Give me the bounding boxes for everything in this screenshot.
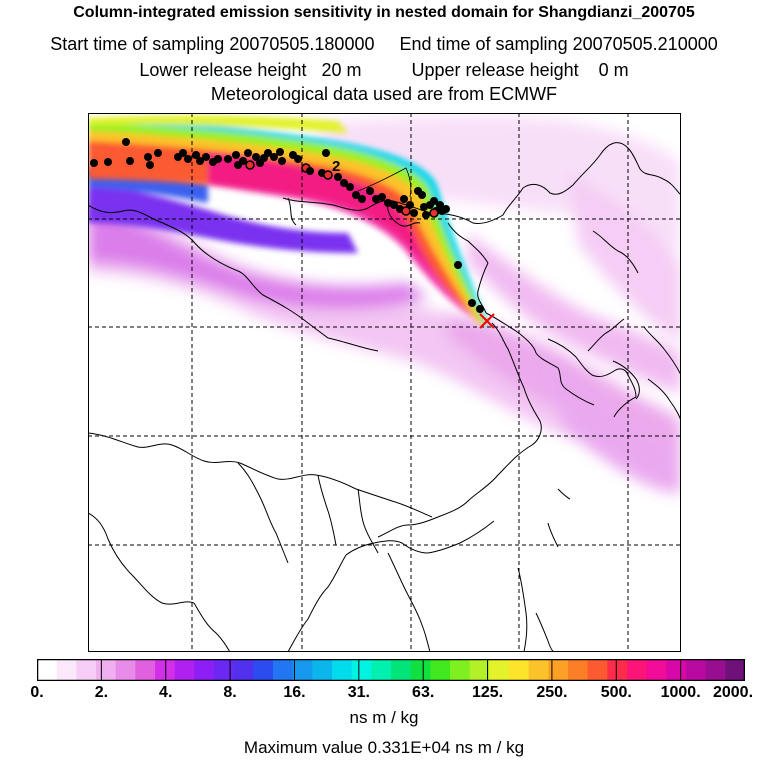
coastlines-borders [88, 142, 681, 652]
colorbar-cell [273, 659, 294, 681]
colorbar-cell [56, 659, 77, 681]
colorbar-cell [607, 659, 628, 681]
colorbar-cell [312, 659, 333, 681]
colorbar-cell [37, 659, 58, 681]
colorbar-tick-label: 250. [536, 684, 568, 701]
colorbar-cell [155, 659, 176, 681]
colorbar-cell [410, 659, 431, 681]
release-heights: Lower release height 20 m Upper release … [0, 60, 768, 81]
chart-title: Column-integrated emission sensitivity i… [73, 4, 695, 21]
colorbar-cell [686, 659, 707, 681]
colorbar-tick-label: 63. [412, 684, 435, 701]
plume-marker: 2 [332, 158, 340, 175]
colorbar-tick-label: 125. [471, 684, 504, 701]
colorbar-cell [587, 659, 608, 681]
lower-release-label: Lower release height 20 m [139, 60, 362, 80]
colorbar-cell [528, 659, 549, 681]
sampling-times: Start time of sampling 20070505.180000 E… [0, 34, 768, 55]
colorbar-cell [705, 659, 726, 681]
colorbar-cell [76, 659, 97, 681]
maximum-value-label: Maximum value 0.331E+04 ns m / kg [243, 738, 525, 757]
colorbar-cell [391, 659, 412, 681]
colorbar-cell [292, 659, 313, 681]
colorbar-cell [96, 659, 117, 681]
colorbar-cell [430, 659, 451, 681]
colorbar-tick-label: 31. [347, 684, 370, 701]
colorbar-tick-label: 8. [223, 684, 237, 701]
colorbar [37, 659, 745, 681]
lat-lon-grid [88, 113, 681, 652]
colorbar-cell [135, 659, 156, 681]
colorbar-cell [253, 659, 274, 681]
colorbar-tick-label: 2000. [712, 684, 754, 701]
colorbar-cell [489, 659, 510, 681]
colorbar-tick-label: 1000. [660, 684, 701, 701]
start-time-label: Start time of sampling 20070505.180000 [50, 34, 375, 54]
colorbar-cell [450, 659, 471, 681]
upper-release-label: Upper release height 0 m [411, 60, 629, 80]
colorbar-cell [351, 659, 372, 681]
colorbar-cell [371, 659, 392, 681]
colorbar-cell [627, 659, 648, 681]
red-x-icon [479, 313, 495, 329]
colorbar-tick-label: 16. [283, 684, 306, 701]
colorbar-tick-label: 0. [30, 684, 44, 701]
colorbar-cell [646, 659, 667, 681]
colorbar-cell [725, 659, 745, 681]
colorbar-cell [568, 659, 589, 681]
colorbar-cell [469, 659, 490, 681]
colorbar-cell [509, 659, 530, 681]
emission-sensitivity-map: 2 [88, 113, 681, 652]
colorbar-cell [548, 659, 569, 681]
colorbar-cell [214, 659, 235, 681]
colorbar-cell [233, 659, 254, 681]
colorbar-tick-label: 4. [159, 684, 173, 701]
colorbar-unit-label: ns m / kg [349, 708, 419, 727]
colorbar-cell [332, 659, 353, 681]
colorbar-cell [115, 659, 136, 681]
end-time-label: End time of sampling 20070505.210000 [399, 34, 718, 54]
colorbar-tick-label: 500. [600, 684, 632, 701]
plume-contour [357, 167, 412, 198]
sensitivity-field [88, 115, 681, 493]
met-data-label: Meteorological data used are from ECMWF [210, 84, 558, 104]
colorbar-cell [194, 659, 215, 681]
colorbar-cell [174, 659, 195, 681]
colorbar-tick-label: 2. [94, 684, 109, 701]
colorbar-cell [666, 659, 687, 681]
trajectory-clusters [90, 138, 484, 313]
